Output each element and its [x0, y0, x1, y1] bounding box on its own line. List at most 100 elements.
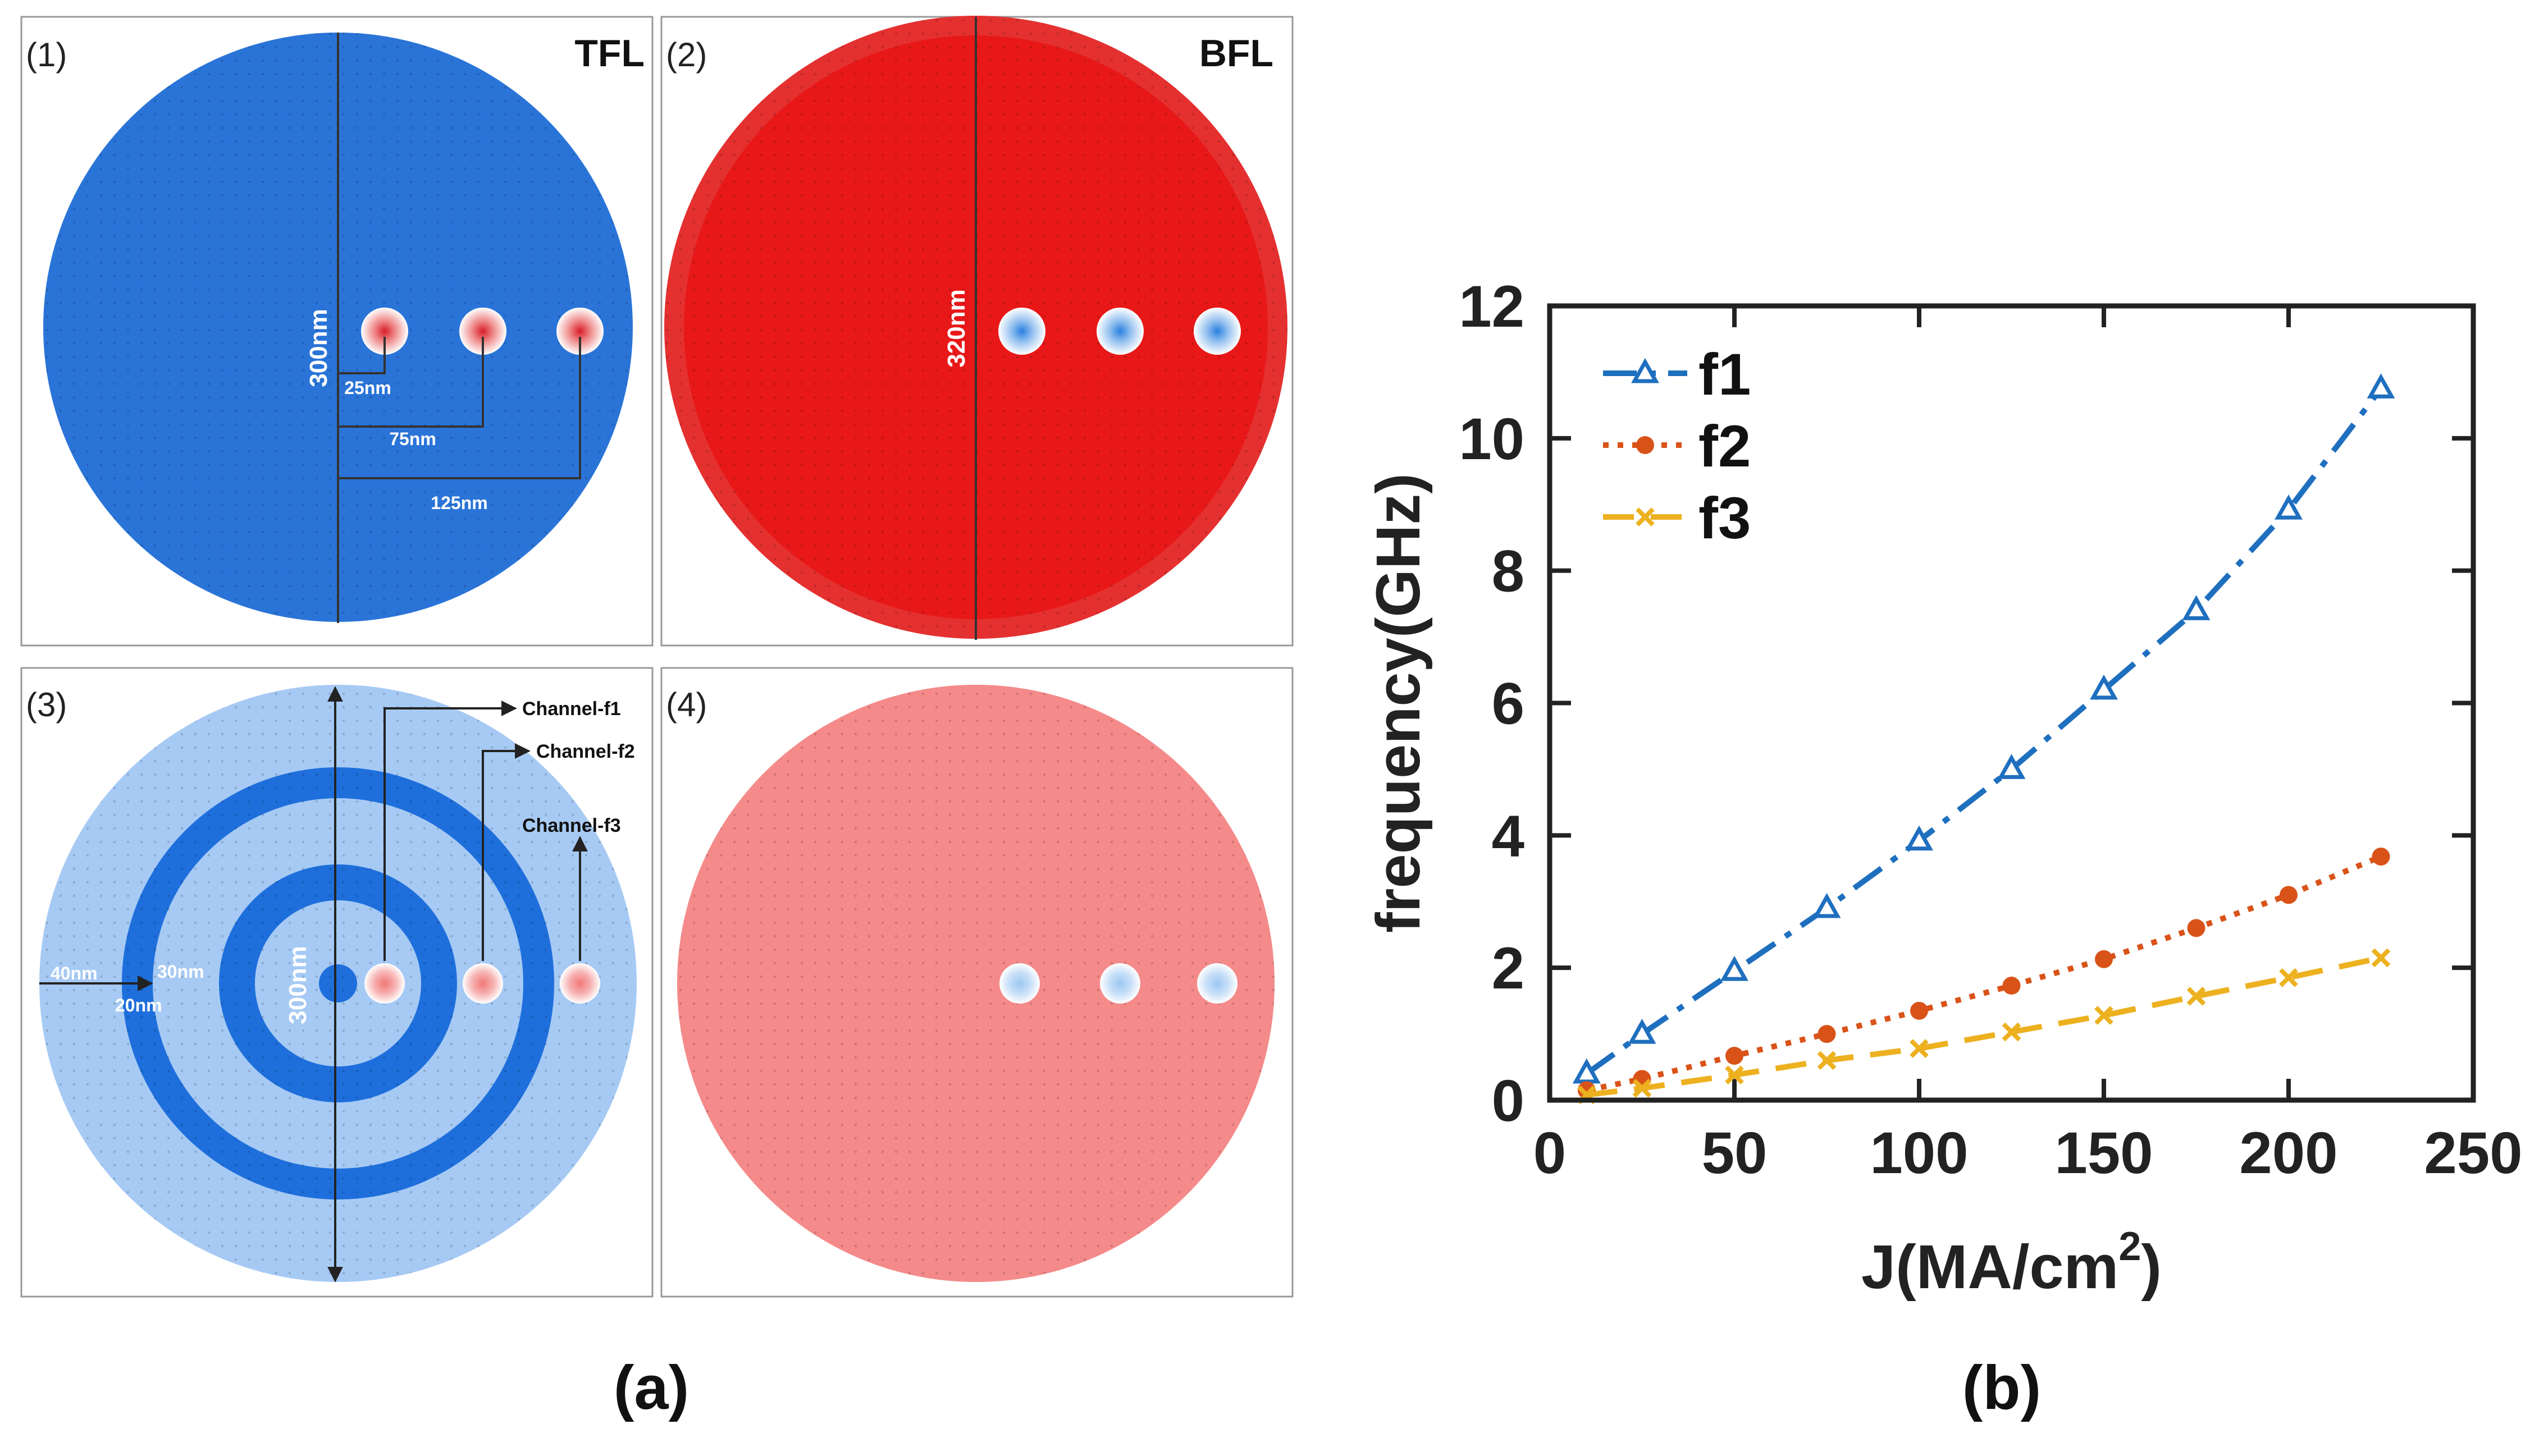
series-f3-point-stroke-b	[2186, 987, 2206, 1006]
bfl-diameter-label: 320nm	[943, 289, 970, 367]
x-tick-label: 200	[2239, 1120, 2337, 1186]
y-tick-label: 10	[1459, 406, 1524, 472]
tfl-dot-1	[361, 308, 408, 355]
disk-4-dot-3	[1197, 963, 1237, 1004]
series-f3-point-stroke-b	[1725, 1065, 1744, 1085]
subpanel-1-title: TFL	[574, 32, 645, 75]
tfl-dot-2	[459, 308, 506, 355]
series-f1-point	[2275, 495, 2303, 520]
x-tick-label: 50	[1702, 1120, 1768, 1186]
series-f3-point-stroke-b	[2371, 948, 2391, 968]
series-f2-point	[2095, 950, 2113, 968]
disk-4-dot-1	[999, 963, 1040, 1004]
disk-4-dot-2	[1100, 963, 1140, 1004]
series-f3-point	[1910, 1039, 1929, 1058]
legend-f1-label: f1	[1698, 342, 1751, 408]
channel-width-20-label: 20nm	[115, 995, 162, 1015]
tfl-offset-3-line	[338, 337, 581, 479]
series-f3-point	[2371, 948, 2391, 968]
chart-axes-frame	[1547, 303, 2476, 1103]
channel-f2-leader	[482, 743, 531, 961]
chart-ticks: 0 50 100 150 200 250 0 2 4 6 8 10 12	[1459, 274, 2522, 1186]
channel-width-30-label: 30nm	[157, 961, 204, 982]
subpanel-3: (3) Channel-f1 Channel-f2 Channel-f3 40n…	[20, 667, 654, 1298]
tfl-diameter-label: 300nm	[305, 309, 332, 387]
legend-f3-marker	[1636, 507, 1655, 526]
y-tick-label: 8	[1492, 539, 1524, 605]
series-f3-point	[2094, 1006, 2113, 1025]
series-f3-point-stroke-b	[2002, 1022, 2021, 1042]
x-tick-label: 100	[1870, 1120, 1968, 1186]
series-f3-point	[1632, 1078, 1652, 1098]
series-f1-point	[1905, 825, 1933, 851]
tfl-offset-2-label: 75nm	[389, 429, 436, 449]
x-tick-label: 0	[1533, 1120, 1566, 1186]
chart-xlabel-end: )	[2141, 1233, 2162, 1302]
tfl-offset-2-line	[338, 337, 484, 428]
chart-xlabel: J(MA/cm2)	[1861, 1224, 2162, 1302]
series-f1-point	[1812, 892, 1841, 918]
panel-b-label: (b)	[1962, 1353, 2041, 1422]
series-f2-point	[2280, 886, 2298, 904]
series-f3-point-stroke-b	[2094, 1006, 2113, 1025]
series-f2-point	[2002, 977, 2021, 995]
bfl-dot-3	[1194, 308, 1241, 355]
disk-4-grid	[677, 685, 1275, 1282]
channel-diameter-label: 300nm	[284, 946, 312, 1024]
channel-f2-label: Channel-f2	[536, 741, 635, 762]
channel-dot-1	[364, 963, 405, 1004]
channel-dot-2	[463, 963, 503, 1004]
y-tick-label: 12	[1459, 274, 1524, 340]
series-f3-point-stroke-b	[1817, 1051, 1837, 1070]
x-tick-label: 150	[2054, 1120, 2153, 1186]
series-f3-point-stroke-b	[1632, 1078, 1652, 1098]
series-f2-point	[1725, 1046, 1743, 1065]
legend-f3-label: f3	[1698, 486, 1751, 551]
series-f2-point	[1910, 1001, 1928, 1020]
channel-f1-label: Channel-f1	[522, 698, 621, 720]
series-f1-point	[2367, 373, 2395, 399]
chart-xlabel-main: J(MA/cm	[1861, 1233, 2118, 1302]
series-f3-point	[2279, 968, 2298, 987]
tfl-offset-3-label: 125nm	[431, 493, 487, 513]
series-f2-line	[1586, 854, 2382, 1093]
series-f1-point	[1720, 955, 1748, 981]
bfl-dot-2	[1097, 308, 1144, 355]
series-f3-point	[2002, 1022, 2021, 1042]
bfl-dot-1	[998, 308, 1045, 355]
y-tick-label: 4	[1492, 803, 1524, 869]
series-f1-point	[1628, 1018, 1656, 1044]
subpanel-1: (1) TFL 300nm 25nm 75nm 125nm	[20, 16, 654, 647]
legend-f2-marker	[1636, 436, 1654, 454]
subpanel-4: (4)	[660, 667, 1294, 1298]
series-f3-point	[1817, 1051, 1837, 1070]
y-tick-label: 0	[1492, 1068, 1524, 1134]
series-f3-point	[2186, 987, 2206, 1006]
subpanel-3-label: (3)	[26, 686, 67, 724]
series-f1-point	[1997, 754, 2026, 779]
legend-f1-marker	[1631, 358, 1659, 383]
y-tick-label: 6	[1492, 671, 1524, 737]
tfl-offset-1-line	[338, 337, 386, 374]
panel-a-label: (a)	[614, 1353, 689, 1422]
x-tick-label: 250	[2424, 1120, 2522, 1186]
subpanel-4-label: (4)	[666, 686, 707, 724]
subpanel-2-label: (2)	[666, 36, 707, 74]
channel-width-40-label: 40nm	[51, 963, 98, 983]
subpanel-1-label: (1)	[26, 36, 67, 74]
y-tick-label: 2	[1492, 936, 1524, 1001]
tfl-dot-3	[556, 308, 604, 355]
legend-f3-marker-stroke-b	[1636, 507, 1655, 526]
subpanel-2-title: BFL	[1199, 32, 1273, 75]
tfl-offset-1-label: 25nm	[344, 378, 391, 398]
series-f3-point	[1725, 1065, 1744, 1085]
series-f2-point	[1818, 1025, 1836, 1043]
legend-f2-label: f2	[1698, 414, 1751, 479]
chart-xlabel-sup: 2	[2118, 1224, 2141, 1269]
series-f2-point	[2372, 848, 2390, 866]
series-f2-point	[2187, 919, 2205, 937]
series-f3-point-stroke-b	[2279, 968, 2298, 987]
series-f1-point	[2182, 595, 2211, 620]
